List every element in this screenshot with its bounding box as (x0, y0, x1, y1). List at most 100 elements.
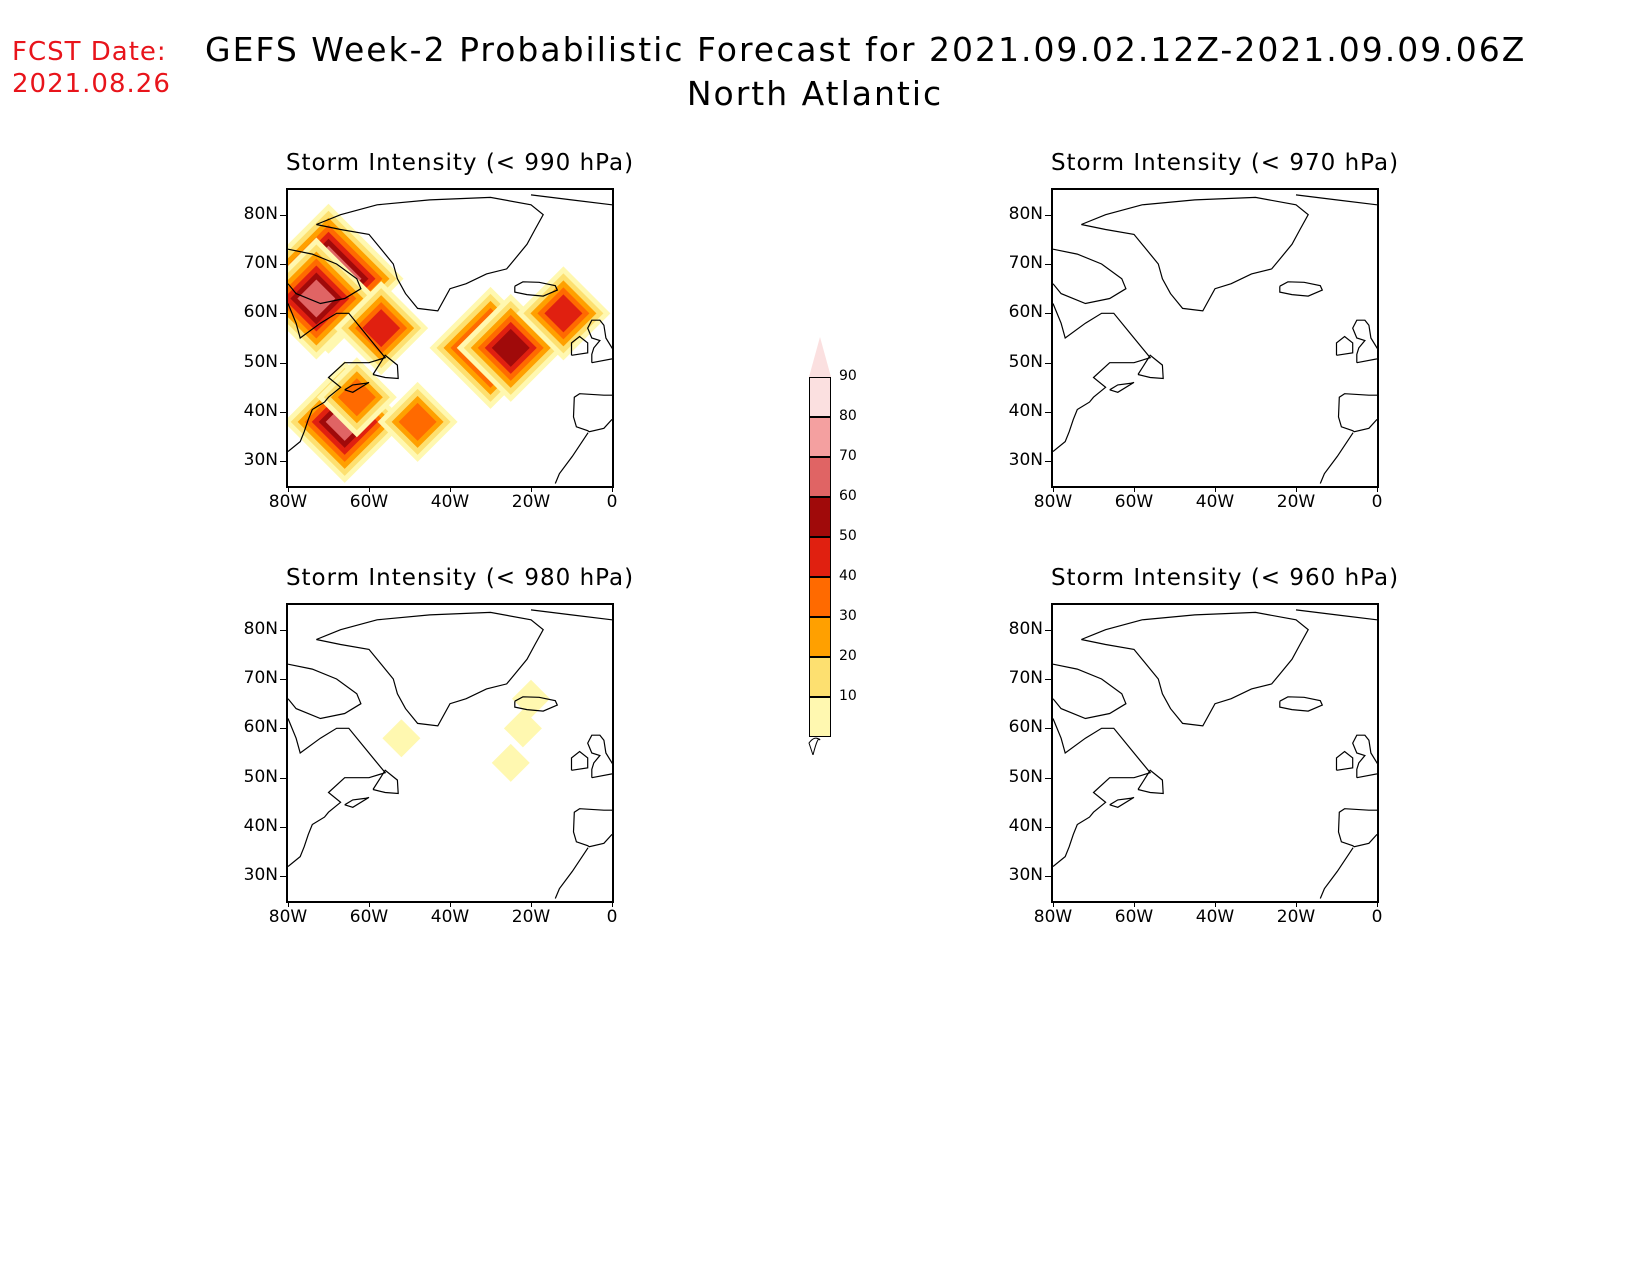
probability-cell-3-10 (512, 679, 550, 718)
lat-tick-label: 80N (243, 618, 278, 639)
map-canvas (288, 194, 612, 484)
main-title: GEFS Week-2 Probabilistic Forecast for 2… (205, 30, 1527, 69)
panel-980: Storm Intensity (< 980 hPa) 80N 70N 60N 50N… (244, 565, 670, 965)
lat-tick-label: 70N (1008, 253, 1043, 273)
coastline-greenland (1081, 196, 1309, 312)
lat-tick-label: 40N (243, 816, 278, 836)
coastline-novascotia (1109, 381, 1135, 393)
lon-tick (1134, 486, 1135, 492)
colorbar-label-10: 10 (839, 688, 857, 704)
coastline-novascotia (344, 381, 370, 393)
colorbar-swatch-30 (809, 617, 831, 657)
colorbar-swatch-20 (809, 657, 831, 697)
coastline-labrador (288, 718, 387, 867)
colorbar-top-arrow (809, 337, 831, 377)
map-frame (286, 188, 614, 488)
probability-cell-0-10 (503, 709, 542, 748)
map-canvas (1053, 194, 1377, 484)
coastline-novascotia (1109, 796, 1135, 808)
lat-tick (1045, 728, 1051, 730)
coastline-svalbard (530, 609, 612, 621)
colorbar-label-40: 40 (839, 568, 857, 584)
lon-tick (369, 901, 370, 907)
colorbar-swatch-90 (809, 377, 831, 417)
lat-tick-label: 30N (243, 865, 278, 886)
probability-cell-2-10 (382, 719, 421, 758)
lat-tick-label: 80N (1008, 203, 1043, 224)
colorbar-label-90: 90 (839, 368, 857, 384)
lat-tick (280, 777, 286, 779)
colorbar-swatch-40 (809, 577, 831, 617)
colorbar-end-arrows (808, 337, 831, 755)
lon-tick (1215, 901, 1216, 907)
lat-tick-label: 30N (1008, 865, 1043, 886)
lat-tick-label: 60N (1008, 717, 1043, 738)
coastline-ireland (1335, 335, 1354, 356)
lat-tick (1045, 412, 1051, 413)
lat-tick (280, 214, 286, 216)
probability-cell-1-70 (297, 279, 336, 318)
lat-tick (1045, 214, 1051, 216)
colorbar-label-50: 50 (839, 528, 857, 544)
probability-field (288, 203, 611, 483)
lat-tick-label: 80N (1008, 618, 1043, 639)
lon-tick-label: 20W (511, 907, 551, 927)
coastline-svalbard (530, 194, 612, 206)
lon-tick (369, 486, 370, 492)
lon-tick-label: 20W (511, 492, 551, 512)
probability-cell-1-10 (491, 743, 530, 782)
lat-tick-label: 50N (243, 766, 278, 787)
coastline-africa (1319, 432, 1354, 484)
colorbar-swatch-70 (809, 457, 831, 497)
lon-tick-label: 40W (1195, 492, 1235, 512)
coastline-africa (1319, 847, 1354, 899)
colorbar-swatch-50 (809, 537, 831, 577)
lon-tick-label: 40W (430, 492, 470, 512)
map-canvas (1053, 609, 1377, 899)
coastline-iberia (1337, 808, 1377, 848)
lon-tick (612, 901, 613, 907)
lon-tick-label: 20W (1276, 492, 1316, 512)
lon-tick (1296, 901, 1297, 907)
lat-tick (280, 629, 286, 631)
lon-tick (450, 901, 451, 907)
coastline-newfoundland (372, 354, 399, 380)
lon-tick (450, 486, 451, 492)
lat-tick-label: 60N (243, 717, 278, 738)
panel-990: Storm Intensity (< 990 hPa) 80N 70N 60N 50N… (244, 150, 670, 550)
forecast-date-block: FCST Date: 2021.08.26 (12, 36, 171, 100)
colorbar-label-20: 20 (839, 648, 857, 664)
lat-tick-label: 40N (243, 401, 278, 421)
coastline-newfoundland (1137, 769, 1164, 795)
coastline-iberia (572, 393, 612, 433)
lon-tick (1053, 486, 1054, 492)
coastline-baffin (288, 663, 362, 720)
lon-tick (531, 486, 532, 492)
lat-tick (280, 264, 286, 265)
lon-tick-label: 60W (1114, 492, 1154, 512)
lat-tick-label: 70N (1008, 668, 1043, 688)
coastline-svalbard (1295, 194, 1377, 206)
lon-tick (1134, 901, 1135, 907)
coastline-britain (1352, 319, 1377, 364)
lon-tick-label: 80W (268, 907, 308, 927)
coastline-ireland (570, 750, 589, 771)
lat-tick (280, 827, 286, 828)
lat-tick (280, 876, 286, 878)
coastline-greenland (316, 196, 544, 312)
lat-tick (1045, 777, 1051, 779)
probability-cell-5-50 (544, 294, 583, 333)
probability-cell-4-60 (491, 328, 530, 367)
lon-tick-label: 80W (1033, 907, 1073, 927)
lat-tick (1045, 461, 1051, 463)
colorbar: 90 80 70 60 50 40 30 20 10 (805, 335, 885, 755)
colorbar-swatch-10 (809, 697, 831, 737)
lat-tick (1045, 679, 1051, 680)
lon-tick (1377, 486, 1378, 492)
colorbar-bottom-arrow (808, 737, 821, 755)
colorbar-swatch-60 (809, 497, 831, 537)
lon-tick-label: 60W (349, 492, 389, 512)
lon-tick-label: 80W (268, 492, 308, 512)
coastline-novascotia (344, 796, 370, 808)
lat-tick-label: 70N (243, 668, 278, 688)
